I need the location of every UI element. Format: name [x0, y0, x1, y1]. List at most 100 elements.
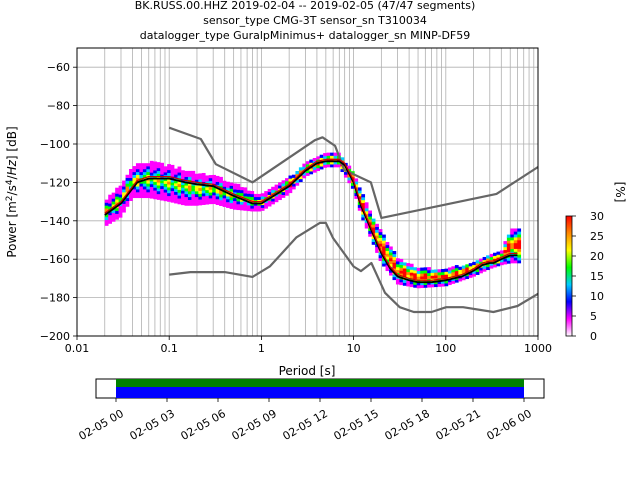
- psd-histogram-cell: [212, 177, 216, 181]
- psd-histogram-cell: [288, 175, 293, 179]
- psd-histogram-cell: [468, 263, 473, 267]
- psd-histogram-cell: [250, 205, 255, 209]
- psd-histogram-cell: [382, 234, 386, 238]
- psd-histogram-cell: [125, 200, 130, 204]
- psd-histogram-cell: [153, 161, 158, 165]
- psd-histogram-cell: [402, 268, 407, 272]
- psd-histogram-cell: [416, 276, 421, 280]
- psd-histogram-cell: [298, 175, 303, 180]
- psd-histogram-cell: [170, 167, 175, 171]
- psd-histogram-cell: [472, 270, 476, 274]
- psd-histogram-cell: [208, 177, 213, 182]
- psd-histogram-cell: [506, 246, 511, 250]
- psd-histogram-cell: [371, 238, 376, 242]
- x-tick-label: 1000: [524, 342, 552, 355]
- psd-histogram-cell: [115, 190, 119, 194]
- psd-histogram-cell: [146, 180, 151, 184]
- psd-histogram-cell: [264, 205, 268, 209]
- psd-histogram-cell: [239, 198, 244, 202]
- psd-histogram-cell: [333, 161, 338, 165]
- psd-histogram-cell: [108, 217, 112, 221]
- psd-histogram-cell: [461, 268, 466, 272]
- psd-histogram-cell: [506, 243, 511, 247]
- psd-histogram-cell: [156, 185, 161, 189]
- psd-histogram-cell: [399, 261, 404, 265]
- psd-histogram-cell: [420, 270, 424, 274]
- psd-histogram-cell: [437, 283, 442, 287]
- psd-histogram-cell: [104, 205, 109, 209]
- psd-histogram-cell: [465, 275, 470, 280]
- psd-histogram-cell: [486, 255, 490, 259]
- psd-histogram-cell: [364, 202, 369, 206]
- psd-histogram-cell: [160, 197, 164, 201]
- psd-histogram-cell: [486, 263, 490, 268]
- psd-histogram-cell: [420, 284, 424, 289]
- psd-histogram-cell: [392, 276, 397, 281]
- psd-histogram-cell: [208, 189, 213, 193]
- psd-histogram-cell: [177, 172, 182, 176]
- psd-histogram-cell: [153, 170, 158, 174]
- psd-histogram-cell: [482, 259, 487, 264]
- psd-histogram-cell: [368, 230, 372, 234]
- psd-histogram-cell: [201, 196, 206, 200]
- psd-histogram-cell: [451, 269, 456, 273]
- psd-histogram-cell: [208, 192, 213, 196]
- psd-histogram-cell: [395, 281, 400, 285]
- psd-histogram-cell: [389, 257, 393, 262]
- psd-histogram-cell: [167, 164, 171, 168]
- psd-histogram-cell: [146, 166, 151, 170]
- psd-histogram-cell: [274, 187, 279, 191]
- psd-histogram-cell: [111, 212, 116, 216]
- psd-histogram-cell: [285, 192, 289, 196]
- psd-histogram-cell: [219, 197, 223, 201]
- psd-histogram-cell: [441, 271, 445, 276]
- psd-histogram-cell: [406, 283, 411, 287]
- psd-histogram-cell: [368, 216, 372, 220]
- psd-histogram-cell: [132, 194, 137, 199]
- psd-histogram-cell: [201, 184, 206, 188]
- psd-histogram-cell: [350, 185, 355, 189]
- psd-histogram-cell: [305, 169, 310, 174]
- psd-histogram-cell: [371, 218, 376, 222]
- psd-histogram-cell: [427, 269, 431, 274]
- psd-histogram-cell: [319, 154, 324, 158]
- psd-histogram-cell: [177, 183, 182, 188]
- psd-histogram-cell: [468, 274, 473, 278]
- psd-histogram-cell: [219, 199, 223, 204]
- psd-histogram-cell: [177, 186, 182, 190]
- psd-histogram-cell: [233, 200, 237, 204]
- psd-histogram-cell: [482, 256, 487, 261]
- psd-histogram-cell: [194, 191, 199, 195]
- psd-histogram-cell: [375, 226, 379, 230]
- psd-histogram-cell: [233, 203, 237, 207]
- psd-histogram-cell: [215, 201, 220, 206]
- psd-histogram-cell: [139, 174, 144, 178]
- timeline-tick-label: 02-05 18: [383, 407, 432, 443]
- psd-histogram-cell: [416, 273, 421, 277]
- psd-histogram-cell: [229, 194, 234, 198]
- psd-histogram-cell: [510, 260, 515, 264]
- psd-histogram-cell: [437, 272, 442, 276]
- psd-histogram-cell: [118, 211, 123, 215]
- psd-histogram-cell: [132, 166, 137, 170]
- psd-histogram-cell: [226, 198, 230, 203]
- psd-histogram-cell: [291, 174, 296, 178]
- psd-histogram-cell: [170, 164, 175, 169]
- psd-histogram-cell: [364, 208, 369, 212]
- psd-histogram-cell: [510, 248, 515, 252]
- psd-histogram-cell: [427, 267, 431, 271]
- psd-histogram-cell: [389, 272, 393, 276]
- psd-histogram-cell: [337, 161, 341, 165]
- psd-histogram-cell: [441, 274, 445, 278]
- psd-histogram-cell: [517, 257, 522, 261]
- psd-histogram-cell: [458, 266, 463, 270]
- psd-histogram-cell: [160, 180, 164, 184]
- psd-histogram-cell: [409, 272, 414, 276]
- psd-histogram-cell: [465, 264, 470, 268]
- psd-histogram-cell: [205, 186, 210, 191]
- colorbar-label: [%]: [613, 182, 627, 203]
- title-line-2: sensor_type CMG-3T sensor_sn T310034: [203, 14, 427, 27]
- psd-histogram-cell: [257, 205, 262, 209]
- psd-histogram-cell: [135, 163, 140, 167]
- psd-histogram-cell: [177, 201, 182, 205]
